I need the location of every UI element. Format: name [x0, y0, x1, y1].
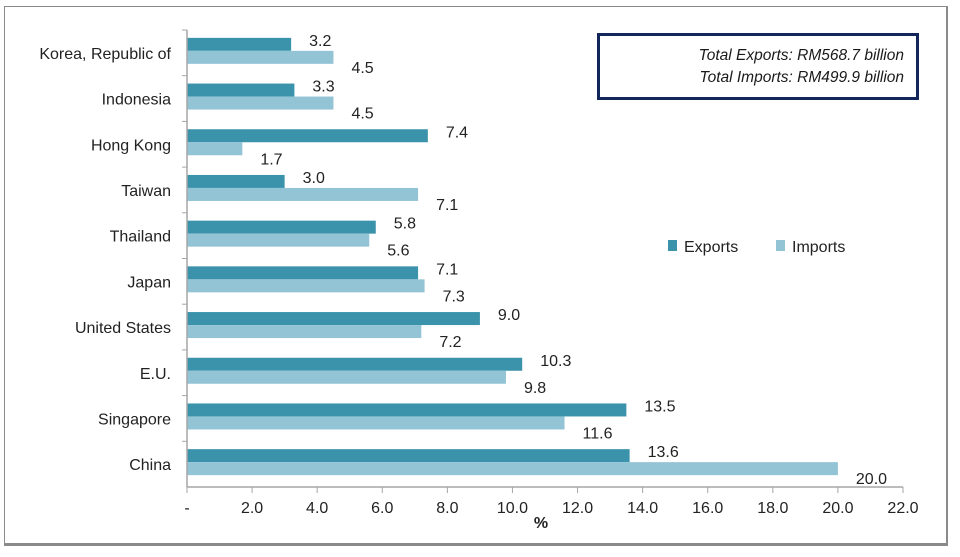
category-label: Hong Kong: [91, 137, 171, 154]
x-tick-label: 10.0: [497, 500, 528, 517]
category-label: United States: [75, 320, 171, 337]
x-tick-labels: - 2.0 4.0 6.0 8.0 10.0 12.0 14.0 16.0 18.0 20.0 22.…: [184, 500, 918, 517]
value-label-exports: 3.2: [309, 33, 331, 50]
x-tick-label: 8.0: [436, 500, 458, 517]
category-label: China: [129, 457, 171, 474]
x-tick-label: 12.0: [562, 500, 593, 517]
x-tick-label: 4.0: [306, 500, 328, 517]
totals-box: Total Exports: RM568.7 billion Total Imp…: [597, 33, 919, 100]
x-tick-label: 2.0: [241, 500, 263, 517]
bar-exports: [187, 83, 295, 97]
legend-swatch-imports: [776, 240, 785, 251]
x-tick-label: 18.0: [757, 500, 788, 517]
category-label: Taiwan: [121, 183, 171, 200]
bar-imports: [187, 187, 419, 201]
bar-imports: [187, 325, 422, 339]
axes: [182, 29, 904, 493]
value-label-exports: 3.3: [312, 79, 334, 96]
bar-exports: [187, 220, 376, 234]
legend-label-exports: Exports: [684, 239, 738, 256]
legend-swatch-exports: [668, 240, 677, 251]
bar-exports: [187, 357, 523, 371]
value-label-exports: 13.5: [644, 398, 675, 415]
bar-imports: [187, 370, 506, 384]
legend: Exports Imports: [668, 239, 845, 256]
value-label-exports: 13.6: [648, 444, 679, 461]
bar-exports: [187, 37, 292, 51]
bar-imports: [187, 416, 565, 430]
total-imports-text: Total Imports: RM499.9 billion: [699, 69, 904, 86]
bars-group: [187, 37, 838, 476]
x-axis-title: %: [534, 515, 548, 532]
value-label-exports: 7.1: [436, 261, 458, 278]
x-tick-label: 22.0: [887, 500, 918, 517]
value-label-exports: 5.8: [394, 216, 416, 233]
value-label-exports: 10.3: [540, 353, 571, 370]
bar-imports: [187, 50, 334, 64]
value-label-imports: 7.2: [439, 334, 461, 351]
x-tick-label: -: [184, 500, 189, 517]
x-tick-label: 14.0: [627, 500, 658, 517]
category-label: Thailand: [110, 229, 171, 246]
x-tick-label: 16.0: [692, 500, 723, 517]
value-label-imports: 5.6: [387, 243, 409, 260]
value-label-exports: 7.4: [446, 124, 468, 141]
bar-exports: [187, 449, 630, 463]
category-label: Korea, Republic of: [39, 46, 171, 63]
bar-exports: [187, 266, 419, 280]
bar-imports: [187, 279, 425, 293]
category-label: Singapore: [98, 411, 171, 428]
category-label: Japan: [127, 274, 171, 291]
total-exports-text: Total Exports: RM568.7 billion: [698, 47, 904, 64]
bar-exports: [187, 129, 428, 143]
bar-exports: [187, 174, 285, 188]
bar-imports: [187, 142, 243, 156]
category-labels: Korea, Republic of Indonesia Hong Kong Taiw…: [39, 46, 171, 474]
x-tick-label: 20.0: [822, 500, 853, 517]
value-label-imports: 7.1: [436, 197, 458, 214]
bar-imports: [187, 233, 370, 247]
value-label-imports: 4.5: [351, 106, 373, 123]
x-tick-label: 6.0: [371, 500, 393, 517]
value-label-imports: 11.6: [583, 425, 613, 442]
category-label: E.U.: [140, 366, 171, 383]
value-label-imports: 7.3: [443, 288, 465, 305]
value-labels: 3.2 4.5 3.3 4.5 7.4 1.7 3.0 7.1 5.8 5.6 7.1 7.3 9.0 7…: [260, 33, 887, 488]
value-label-imports: 4.5: [351, 60, 373, 77]
value-label-imports: 20.0: [856, 471, 887, 488]
value-label-imports: 1.7: [260, 151, 282, 168]
bar-imports: [187, 462, 838, 476]
bar-exports: [187, 403, 627, 417]
legend-label-imports: Imports: [792, 239, 845, 256]
value-label-exports: 3.0: [303, 170, 325, 187]
value-label-exports: 9.0: [498, 307, 520, 324]
bar-exports: [187, 312, 480, 326]
bar-imports: [187, 96, 334, 110]
category-label: Indonesia: [102, 92, 171, 109]
value-label-imports: 9.8: [524, 380, 546, 397]
